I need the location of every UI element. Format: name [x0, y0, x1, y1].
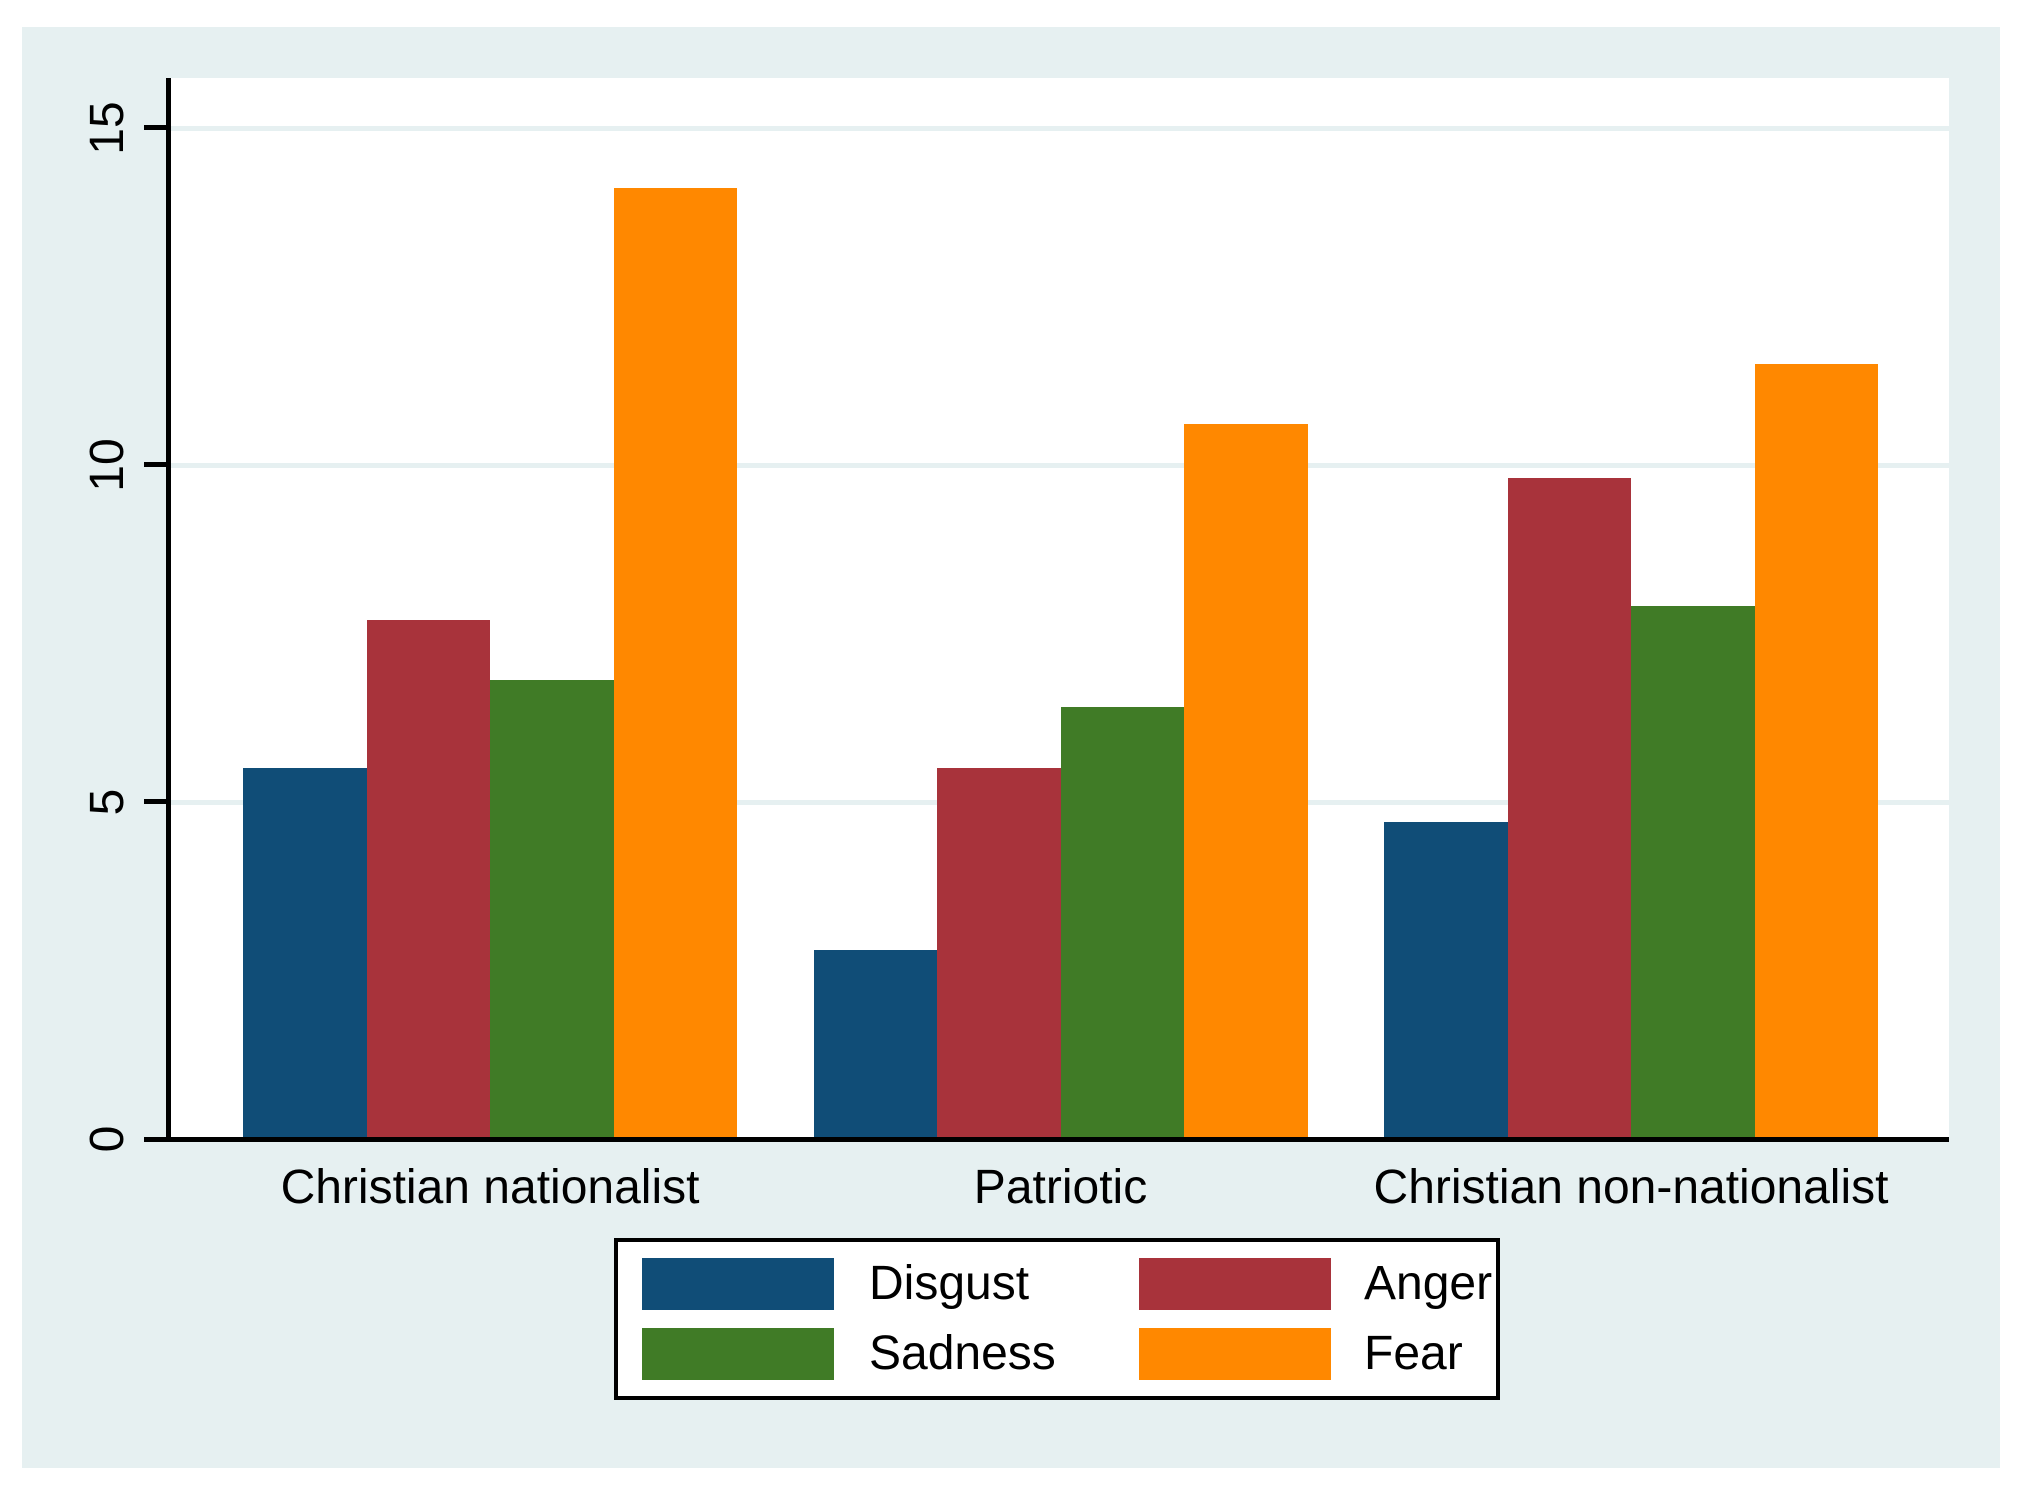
gridline-y-10 — [170, 462, 1949, 468]
legend-label-sadness: Sadness — [869, 1327, 1056, 1380]
y-tick-10 — [144, 462, 170, 468]
y-tick-label-5: 5 — [81, 788, 134, 816]
y-tick-label-0: 0 — [81, 1125, 134, 1153]
gridline-y-15 — [170, 125, 1949, 131]
y-tick-label-15: 15 — [81, 100, 134, 155]
y-tick-5 — [144, 799, 170, 805]
legend-label-fear: Fear — [1364, 1327, 1463, 1380]
x-category-label-christian-non-nationalist: Christian non-nationalist — [1373, 1161, 1889, 1214]
legend-swatch-sadness — [642, 1328, 834, 1380]
y-tick-15 — [144, 125, 170, 131]
legend-swatch-disgust — [642, 1258, 834, 1310]
bar-disgust-christian-nationalist — [243, 768, 367, 1139]
bar-anger-patriotic — [937, 768, 1061, 1139]
bar-fear-christian-nationalist — [613, 188, 737, 1139]
bar-sadness-patriotic — [1060, 707, 1184, 1139]
bar-fear-christian-non-nationalist — [1754, 363, 1878, 1139]
bar-disgust-patriotic — [813, 950, 937, 1139]
x-axis-line — [144, 1137, 1949, 1142]
legend: Disgust Anger Sadness Fear — [614, 1238, 1500, 1400]
y-axis-line — [166, 78, 171, 1142]
bar-sadness-christian-nationalist — [490, 680, 614, 1139]
x-category-label-patriotic: Patriotic — [973, 1161, 1148, 1214]
plot-area — [170, 78, 1949, 1139]
bar-sadness-christian-non-nationalist — [1631, 606, 1755, 1139]
bar-fear-patriotic — [1184, 424, 1308, 1139]
legend-label-disgust: Disgust — [869, 1257, 1030, 1310]
bar-anger-christian-non-nationalist — [1507, 478, 1631, 1139]
legend-swatch-fear — [1139, 1328, 1331, 1380]
legend-label-anger: Anger — [1364, 1257, 1493, 1310]
legend-swatch-anger — [1139, 1258, 1331, 1310]
y-tick-label-10: 10 — [81, 437, 134, 492]
y-tick-0 — [144, 1136, 170, 1142]
bar-disgust-christian-non-nationalist — [1384, 822, 1508, 1139]
x-category-label-christian-nationalist: Christian nationalist — [280, 1161, 700, 1214]
bar-anger-christian-nationalist — [366, 619, 490, 1139]
